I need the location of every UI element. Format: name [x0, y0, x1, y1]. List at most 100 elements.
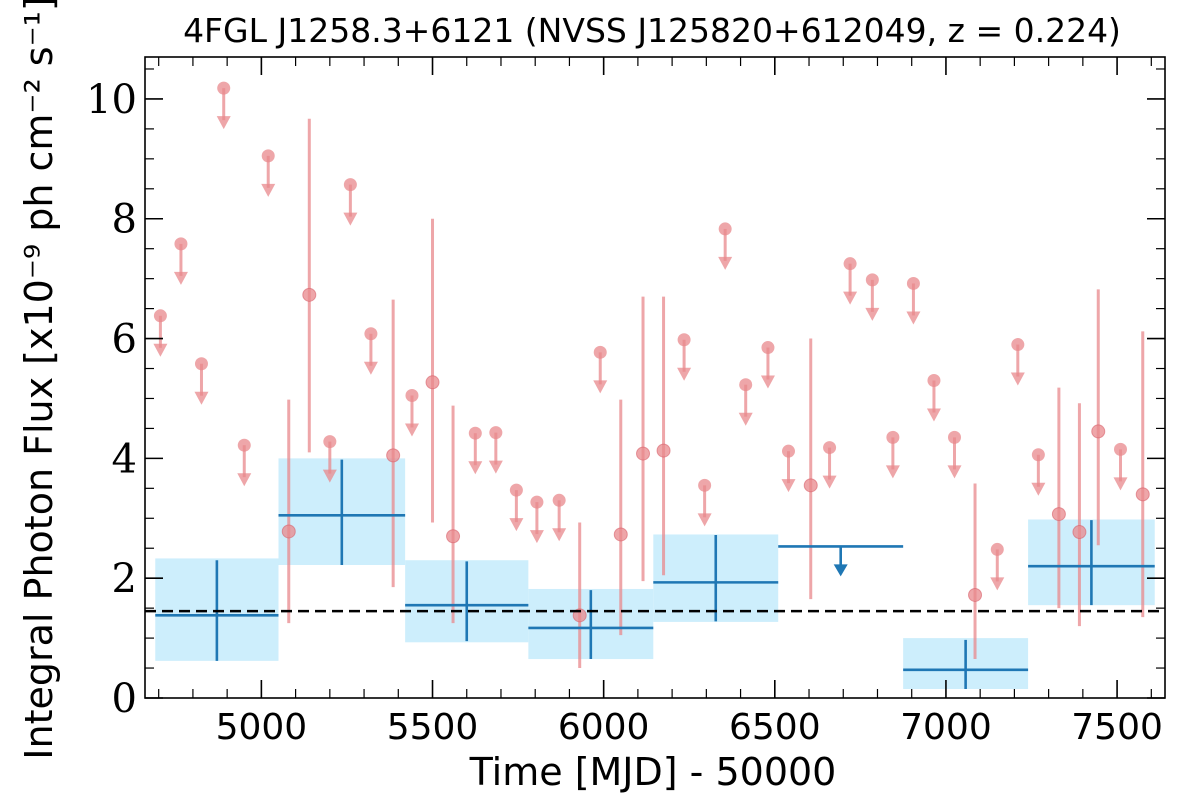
plot-area	[145, 81, 1165, 690]
short-bin-point-2	[386, 448, 401, 463]
short-bin-point-11	[1051, 507, 1066, 522]
short-bin-ul-arrow-9	[404, 423, 419, 437]
y-tick-label: 6	[112, 317, 137, 363]
x-tick-label: 6500	[729, 707, 821, 748]
short-bin-ul-point-14	[552, 493, 566, 507]
y-axis-label: Integral Photon Flux [x10⁻⁹ ph cm⁻² s⁻¹]	[17, 0, 61, 760]
short-bin-ul-arrow-31	[1031, 482, 1046, 496]
short-bin-ul-arrow-15	[593, 380, 608, 394]
short-bin-ul-arrow-32	[1113, 477, 1128, 491]
y-tick-label: 4	[112, 436, 137, 482]
short-bin-point-12	[1072, 525, 1087, 540]
x-tick-label: 5000	[216, 707, 308, 748]
x-tick-label: 7500	[1071, 707, 1163, 748]
short-bin-ul-arrow-11	[488, 460, 503, 474]
y-tick-label: 0	[112, 676, 137, 722]
short-bin-ul-point-16	[677, 333, 691, 347]
short-bin-ul-point-8	[364, 327, 378, 341]
short-bin-ul-arrow-26	[906, 311, 921, 325]
short-bin-ul-point-25	[886, 430, 900, 444]
short-bin-ul-arrow-27	[926, 408, 941, 422]
short-bin-ul-arrow-23	[843, 291, 858, 305]
short-bin-point-6	[613, 527, 628, 542]
short-bin-point-4	[446, 529, 461, 544]
short-bin-ul-point-15	[593, 345, 607, 359]
short-bin-ul-arrow-8	[363, 361, 378, 375]
x-tick-label: 5500	[387, 707, 479, 748]
chart-title: 4FGL J1258.3+6121 (NVSS J125820+612049, …	[183, 11, 1121, 50]
short-bin-ul-arrow-24	[865, 307, 880, 321]
short-bin-point-13	[1091, 424, 1106, 439]
long-bin-ul-arrow-0	[833, 564, 848, 577]
short-bin-ul-point-17	[698, 478, 712, 492]
short-bin-ul-arrow-19	[738, 412, 753, 426]
short-bin-point-10	[968, 587, 983, 602]
short-bin-ul-arrow-22	[822, 475, 837, 489]
short-bin-ul-point-1	[174, 237, 188, 251]
short-bin-ul-point-23	[843, 257, 857, 271]
short-bin-ul-arrow-20	[760, 375, 775, 389]
short-bin-ul-arrow-2	[194, 391, 209, 405]
short-bin-ul-arrow-17	[697, 513, 712, 527]
x-tick-label: 6000	[558, 707, 650, 748]
short-bin-point-14	[1135, 487, 1150, 502]
short-bin-ul-point-5	[261, 149, 275, 163]
short-bin-ul-point-10	[468, 426, 482, 440]
short-bin-point-8	[656, 443, 671, 458]
short-bin-ul-arrow-1	[173, 271, 188, 285]
short-bin-ul-point-12	[509, 483, 523, 497]
y-tick-label: 2	[112, 556, 137, 602]
short-bin-ul-point-2	[194, 357, 208, 371]
short-bin-ul-point-13	[530, 495, 544, 509]
plot-frame	[144, 56, 1166, 699]
short-bin-ul-point-20	[761, 341, 775, 355]
short-bin-ul-point-3	[217, 81, 231, 95]
short-bin-ul-point-24	[865, 273, 879, 287]
short-bin-ul-point-18	[718, 222, 732, 236]
short-bin-ul-point-19	[739, 378, 753, 392]
short-bin-point-1	[302, 287, 317, 302]
short-bin-ul-arrow-16	[677, 367, 692, 381]
short-bin-ul-arrow-13	[529, 530, 544, 544]
short-bin-ul-arrow-0	[153, 343, 168, 357]
short-bin-ul-point-31	[1031, 448, 1045, 462]
short-bin-ul-point-30	[1011, 338, 1025, 352]
short-bin-ul-point-7	[343, 178, 357, 192]
short-bin-ul-point-29	[990, 542, 1004, 556]
short-bin-ul-point-21	[781, 444, 795, 458]
short-bin-point-9	[803, 478, 818, 493]
short-bin-ul-point-27	[927, 373, 941, 387]
short-bin-ul-arrow-5	[261, 183, 276, 197]
short-bin-point-0	[281, 524, 296, 539]
short-bin-ul-arrow-29	[990, 577, 1005, 591]
short-bin-point-3	[425, 375, 440, 390]
short-bin-ul-arrow-6	[322, 469, 337, 483]
short-bin-ul-arrow-4	[237, 473, 252, 487]
short-bin-ul-arrow-28	[947, 465, 962, 479]
short-bin-ul-point-28	[947, 430, 961, 444]
short-bin-ul-point-11	[489, 426, 503, 440]
y-tick-label: 8	[112, 197, 137, 243]
short-bin-ul-arrow-30	[1010, 372, 1025, 386]
short-bin-ul-point-0	[153, 309, 167, 323]
short-bin-ul-point-6	[323, 435, 337, 449]
short-bin-ul-arrow-21	[781, 479, 796, 493]
y-tick-label: 10	[86, 77, 137, 123]
short-bin-ul-arrow-7	[343, 212, 358, 226]
short-bin-point-7	[636, 446, 651, 461]
short-bin-ul-point-32	[1114, 442, 1128, 456]
short-bin-ul-point-9	[405, 388, 419, 402]
axes: 0 2 4 6 8 10 5000 5500 6000 6500 7000 7500	[86, 57, 1165, 748]
short-bin-ul-point-22	[823, 441, 837, 455]
short-bin-ul-arrow-14	[552, 528, 567, 542]
short-bin-ul-arrow-25	[885, 465, 900, 479]
x-tick-label: 7000	[900, 707, 992, 748]
short-bin-ul-point-4	[237, 438, 251, 452]
short-bin-ul-arrow-18	[718, 256, 733, 270]
short-bin-ul-arrow-10	[468, 461, 483, 475]
short-bin-ul-arrow-3	[216, 116, 231, 130]
short-bin-ul-arrow-12	[509, 518, 524, 532]
short-bin-ul-point-26	[906, 276, 920, 290]
